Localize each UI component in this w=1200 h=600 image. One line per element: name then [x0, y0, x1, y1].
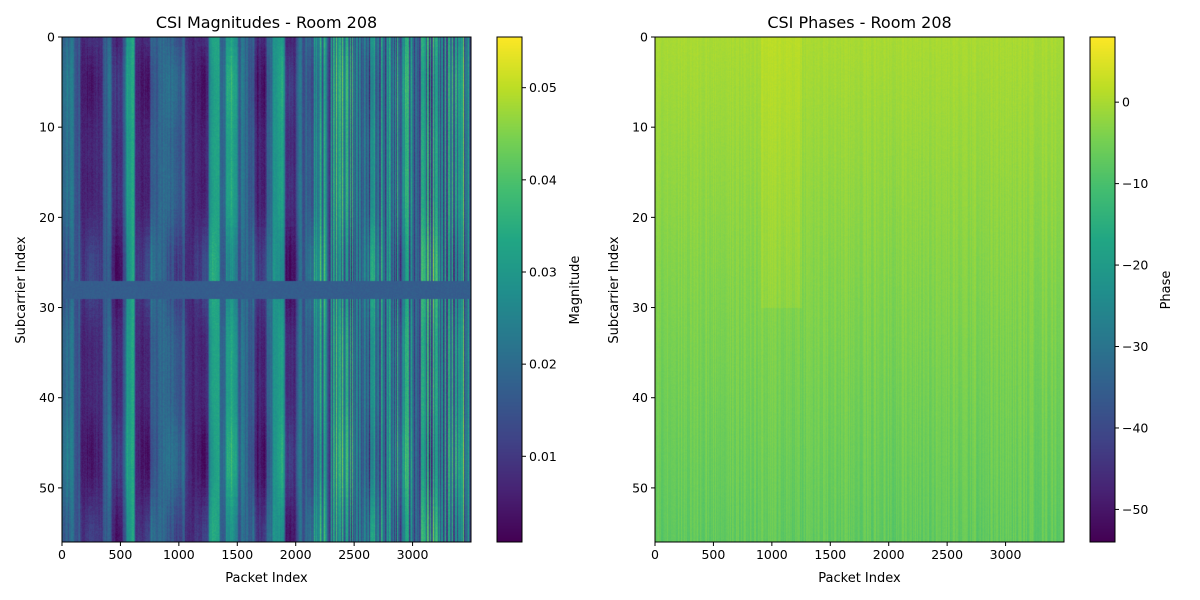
colorbar-tick-label: −20	[1122, 258, 1148, 273]
colorbar-tick-label: 0.01	[529, 449, 557, 464]
colorbar-tick-label: 0.03	[529, 264, 557, 279]
x-tick-label: 1500	[814, 547, 846, 562]
phase-plot-frame	[654, 36, 1065, 543]
x-tick-label: 0	[58, 547, 66, 562]
x-tick-label: 2500	[338, 547, 370, 562]
phase-panel: CSI Phases - Room 208 0 500 1000 1500 2000 25…	[607, 13, 1174, 586]
magnitude-x-axis: 0 500 1000 1500 2000 2500 3000	[58, 542, 429, 562]
x-tick-label: 0	[651, 547, 659, 562]
phase-x-axis: 0 500 1000 1500 2000 2500 3000	[651, 542, 1022, 562]
magnitude-title: CSI Magnitudes - Room 208	[156, 13, 377, 32]
x-tick-label: 2000	[873, 547, 905, 562]
x-tick-label: 1500	[221, 547, 253, 562]
x-tick-label: 500	[701, 547, 725, 562]
phase-y-label: Subcarrier Index	[607, 236, 622, 343]
magnitude-colorbar-frame	[496, 36, 523, 543]
colorbar-tick-label: −30	[1122, 339, 1148, 354]
y-tick-label: 50	[39, 480, 55, 495]
magnitude-x-label: Packet Index	[225, 571, 308, 586]
colorbar-tick-label: 0.02	[529, 357, 557, 372]
x-tick-label: 500	[108, 547, 132, 562]
y-tick-label: 20	[39, 210, 55, 225]
magnitude-heatmap	[62, 37, 471, 542]
y-tick-label: 30	[39, 300, 55, 315]
x-tick-label: 2000	[280, 547, 312, 562]
colorbar-tick-label: −50	[1122, 502, 1148, 517]
x-tick-label: 2500	[931, 547, 963, 562]
y-tick-label: 40	[39, 390, 55, 405]
y-tick-label: 0	[640, 30, 648, 45]
magnitude-panel: CSI Magnitudes - Room 208 0 500 1000 1500 20…	[14, 13, 583, 586]
phase-colorbar	[1090, 37, 1115, 542]
magnitude-colorbar-ticks: 0.01 0.02 0.03 0.04 0.05	[522, 80, 557, 464]
colorbar-tick-label: −40	[1122, 420, 1148, 435]
phase-colorbar-label: Phase	[1159, 271, 1174, 310]
magnitude-colorbar-label: Magnitude	[568, 256, 583, 325]
phase-x-label: Packet Index	[818, 571, 901, 586]
phase-colorbar-frame	[1089, 36, 1116, 543]
y-tick-label: 30	[632, 300, 648, 315]
y-tick-label: 10	[39, 120, 55, 135]
phase-colorbar-ticks: 0 −10 −20 −30 −40 −50	[1115, 95, 1148, 517]
colorbar-tick-label: 0.05	[529, 80, 557, 95]
x-tick-label: 1000	[163, 547, 195, 562]
y-tick-label: 10	[632, 120, 648, 135]
y-tick-label: 20	[632, 210, 648, 225]
colorbar-tick-label: 0	[1122, 95, 1130, 110]
magnitude-y-label: Subcarrier Index	[14, 236, 29, 343]
phase-y-axis: 0 10 20 30 40 50	[632, 30, 655, 495]
y-tick-label: 0	[47, 30, 55, 45]
phase-title: CSI Phases - Room 208	[767, 13, 951, 32]
colorbar-tick-label: 0.04	[529, 172, 557, 187]
x-tick-label: 3000	[990, 547, 1022, 562]
x-tick-label: 3000	[397, 547, 429, 562]
magnitude-plot-frame	[61, 36, 472, 543]
y-tick-label: 50	[632, 480, 648, 495]
magnitude-y-axis: 0 10 20 30 40 50	[39, 30, 62, 495]
x-tick-label: 1000	[756, 547, 788, 562]
phase-heatmap	[655, 37, 1064, 542]
magnitude-colorbar	[497, 37, 522, 542]
y-tick-label: 40	[632, 390, 648, 405]
colorbar-tick-label: −10	[1122, 176, 1148, 191]
